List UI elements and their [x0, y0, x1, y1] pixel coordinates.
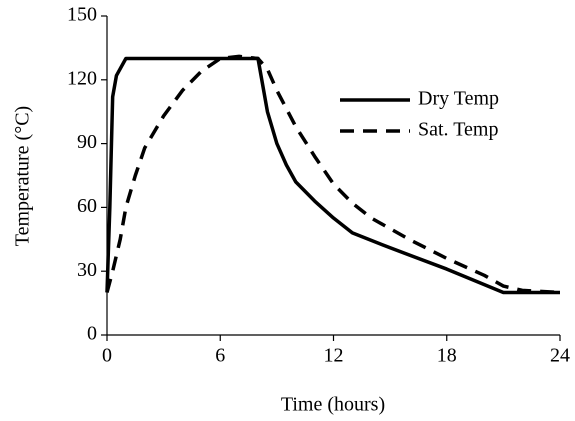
x-tick-label: 12: [324, 345, 344, 367]
x-axis-label: Time (hours): [281, 394, 385, 416]
x-tick-label: 24: [550, 345, 570, 367]
series-line: [105, 56, 560, 295]
x-tick-label: 18: [437, 345, 457, 367]
x-tick-label: 6: [215, 345, 225, 367]
legend-label: Dry Temp: [418, 88, 499, 110]
y-tick-label: 0: [87, 323, 97, 345]
y-axis-label: Temperature (°C): [12, 106, 34, 246]
y-tick-label: 90: [77, 131, 97, 153]
x-tick-label: 0: [102, 345, 112, 367]
y-tick-label: 120: [67, 67, 97, 89]
y-tick-label: 30: [77, 259, 97, 281]
legend-label: Sat. Temp: [418, 119, 498, 141]
series-line: [105, 54, 561, 295]
y-tick-label: 150: [67, 4, 97, 26]
y-tick-label: 60: [77, 195, 97, 217]
